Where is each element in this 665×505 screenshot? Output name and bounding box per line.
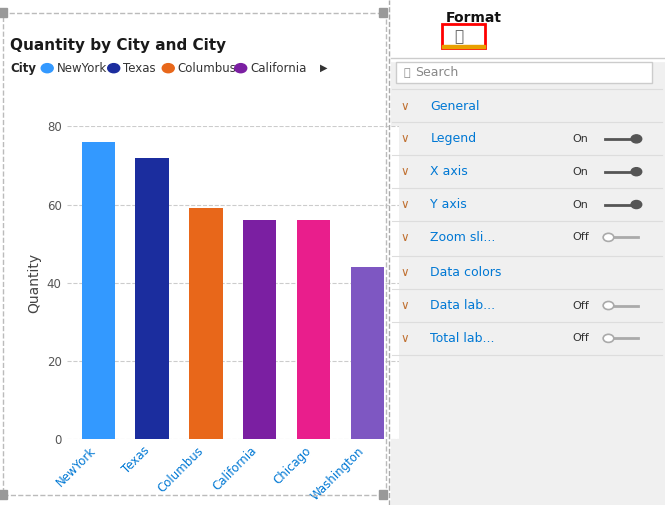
Text: Data colors: Data colors xyxy=(430,266,501,279)
Text: ∨: ∨ xyxy=(400,198,409,211)
Text: General: General xyxy=(430,99,479,113)
Bar xyxy=(189,209,223,439)
Text: NewYork: NewYork xyxy=(57,62,107,75)
Text: Texas: Texas xyxy=(123,62,156,75)
Bar xyxy=(136,158,169,439)
Text: Off: Off xyxy=(572,232,589,242)
Text: 🖌: 🖌 xyxy=(454,29,464,44)
Text: Y axis: Y axis xyxy=(430,198,467,211)
Text: On: On xyxy=(572,167,588,177)
Bar xyxy=(82,142,115,439)
Text: On: On xyxy=(572,199,588,210)
Text: ▶: ▶ xyxy=(320,63,327,73)
Text: Quantity by City and City: Quantity by City and City xyxy=(10,38,226,53)
Text: City: City xyxy=(10,62,36,75)
Text: 🔍: 🔍 xyxy=(404,68,410,78)
Text: ∨: ∨ xyxy=(400,132,409,145)
Text: Data lab...: Data lab... xyxy=(430,299,495,312)
Text: ∨: ∨ xyxy=(400,266,409,279)
Bar xyxy=(350,267,384,439)
Text: Total lab...: Total lab... xyxy=(430,332,495,345)
Text: ∨: ∨ xyxy=(400,299,409,312)
Bar xyxy=(297,220,330,439)
Text: Legend: Legend xyxy=(430,132,476,145)
Text: Zoom sli...: Zoom sli... xyxy=(430,231,495,244)
Text: California: California xyxy=(250,62,307,75)
Text: Search: Search xyxy=(416,66,459,79)
Text: Format: Format xyxy=(446,11,501,25)
Y-axis label: Quantity: Quantity xyxy=(27,252,41,313)
Text: ∨: ∨ xyxy=(400,99,409,113)
Text: X axis: X axis xyxy=(430,165,468,178)
Text: Columbus: Columbus xyxy=(178,62,237,75)
Text: ∨: ∨ xyxy=(400,165,409,178)
Text: ∨: ∨ xyxy=(400,332,409,345)
Bar xyxy=(243,220,277,439)
Text: ∨: ∨ xyxy=(400,231,409,244)
Text: On: On xyxy=(572,134,588,144)
Text: Off: Off xyxy=(572,333,589,343)
Text: Off: Off xyxy=(572,300,589,311)
